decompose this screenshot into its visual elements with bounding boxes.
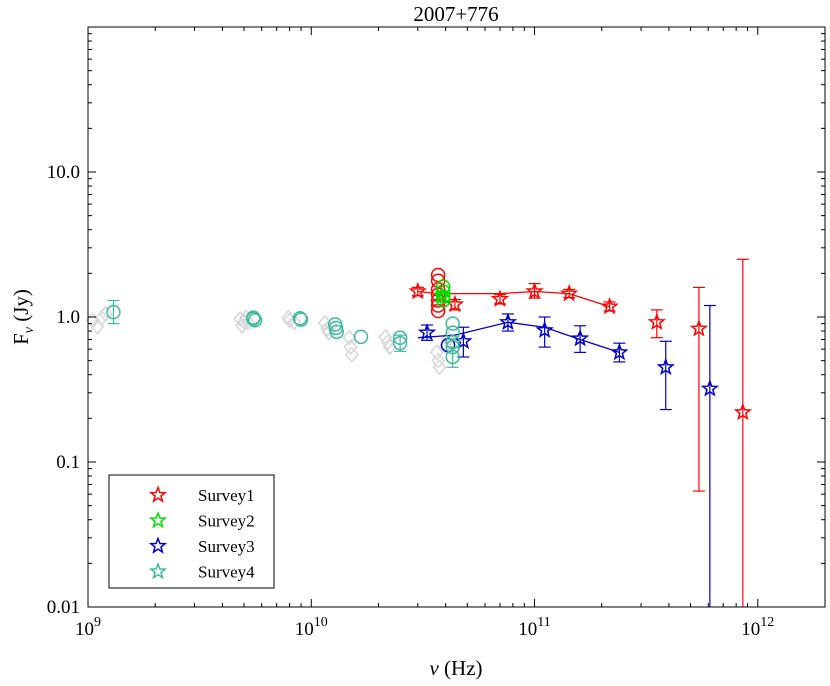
legend-label-survey3: Survey3 bbox=[198, 537, 255, 556]
x-axis-title: ν (Hz) bbox=[429, 656, 482, 680]
survey3-star-point bbox=[498, 312, 518, 331]
legend-box bbox=[108, 474, 275, 589]
x-tick-label: 1010 bbox=[295, 615, 328, 640]
survey4-circle-point bbox=[445, 325, 460, 340]
survey1-star-point bbox=[560, 283, 579, 302]
y-tick-label: 0.1 bbox=[56, 452, 80, 473]
background-diamond-point bbox=[320, 320, 335, 337]
ticks-layer: 109 1010 1011 1012 0.01 0.1 1.0 10.0 bbox=[47, 27, 825, 640]
background-diamond-point bbox=[344, 346, 359, 363]
survey2-series bbox=[432, 279, 452, 308]
chart-title: 2007+776 bbox=[413, 2, 498, 26]
survey1-star-point bbox=[689, 319, 709, 337]
background-diamond-point bbox=[233, 310, 248, 328]
legend-label-survey2: Survey2 bbox=[198, 512, 255, 531]
survey1-star-point bbox=[408, 281, 427, 300]
survey4-circle-point bbox=[353, 329, 369, 345]
x-tick-label: 109 bbox=[75, 615, 101, 640]
x-tick-label: 1012 bbox=[741, 615, 774, 640]
legend-marker-survey4 bbox=[148, 561, 168, 580]
legend-label-survey1: Survey1 bbox=[198, 486, 255, 505]
legend-marker-survey1 bbox=[148, 485, 168, 503]
background-diamond-point bbox=[343, 338, 358, 356]
survey3-star-point bbox=[656, 357, 675, 376]
survey4-circle-point bbox=[293, 312, 309, 327]
background-diamond-point bbox=[380, 333, 395, 351]
survey3-star-point bbox=[610, 342, 629, 361]
survey3-star-point bbox=[417, 322, 437, 341]
survey4-circle-point bbox=[392, 335, 408, 351]
x-tick-label: 1011 bbox=[518, 615, 550, 640]
survey1-star-point bbox=[525, 281, 544, 300]
y-tick-label: 10.0 bbox=[47, 162, 80, 183]
survey3-star-point bbox=[700, 379, 720, 397]
background-diamond-point bbox=[431, 352, 446, 369]
survey4-circle-point bbox=[246, 310, 261, 325]
legend-marker-survey2 bbox=[148, 510, 168, 529]
y-axis-title: Fν (Jy) bbox=[9, 289, 37, 345]
survey1-star-point bbox=[600, 296, 619, 315]
background-diamond-point bbox=[342, 329, 357, 346]
legend-marker-survey3 bbox=[148, 536, 168, 554]
survey4-circle-point bbox=[445, 316, 460, 331]
survey4-series bbox=[106, 299, 460, 368]
survey3-star-point bbox=[535, 320, 554, 339]
survey2-star-point bbox=[432, 286, 452, 304]
survey4-circle-point bbox=[329, 324, 344, 340]
survey4-circle-point bbox=[106, 304, 121, 320]
background-diamond-point bbox=[240, 314, 255, 331]
survey1-star-point bbox=[647, 312, 667, 331]
survey3-star-point bbox=[570, 329, 590, 347]
survey3-fit-line bbox=[417, 321, 620, 354]
background-diamond-point bbox=[429, 344, 444, 361]
series-layer bbox=[106, 258, 753, 607]
survey4-circle-point bbox=[247, 312, 263, 328]
legend: Survey1 Survey2 Survey3 Survey4 bbox=[108, 474, 275, 589]
background-diamond-point bbox=[287, 314, 302, 331]
legend-label-survey4: Survey4 bbox=[198, 563, 255, 582]
survey1-star-point bbox=[733, 402, 753, 421]
background-diamond-point bbox=[432, 359, 447, 376]
survey1-circle-point bbox=[430, 267, 446, 283]
background-diamond-point bbox=[98, 305, 113, 323]
background-diamond-point bbox=[378, 328, 393, 346]
y-tick-label: 1.0 bbox=[56, 307, 80, 328]
survey1-star-point bbox=[490, 289, 510, 307]
survey4-circle-point bbox=[292, 311, 308, 326]
y-tick-label: 0.01 bbox=[47, 597, 80, 618]
survey4-circle-point bbox=[445, 349, 460, 365]
background-diamond-point bbox=[94, 310, 109, 327]
